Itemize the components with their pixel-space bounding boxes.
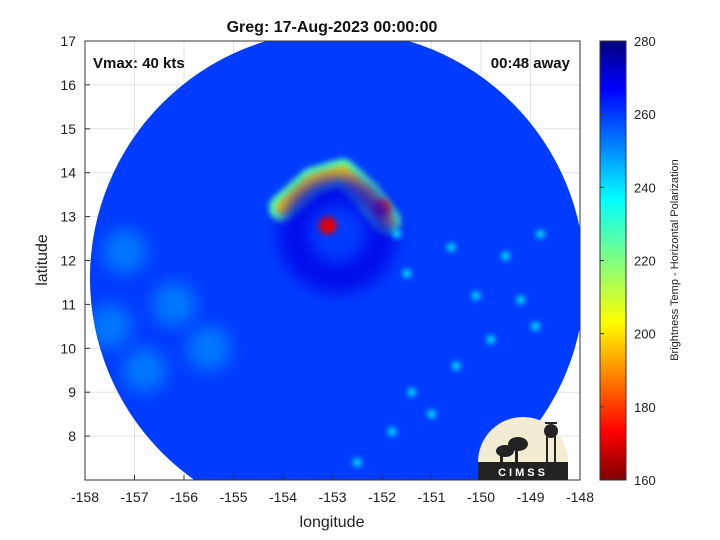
convective-cell — [452, 361, 461, 370]
convective-cell — [516, 296, 525, 305]
colorbar — [600, 41, 626, 480]
x-tick-label: -158 — [71, 489, 99, 505]
y-tick-label: 13 — [60, 209, 76, 225]
x-tick-label: -157 — [120, 489, 148, 505]
x-tick-label: -148 — [566, 489, 594, 505]
x-tick-label: -154 — [269, 489, 297, 505]
convective-cell — [501, 252, 510, 261]
x-tick-label: -155 — [219, 489, 247, 505]
y-tick-label: 16 — [60, 77, 76, 93]
colorbar-tick-label: 260 — [634, 107, 656, 122]
x-axis-label: longitude — [300, 514, 365, 531]
cimss-logo: CIMSS — [478, 417, 568, 480]
cool-band-patch — [186, 326, 231, 371]
y-axis: 8 9 10 11 12 13 14 15 16 17 — [60, 33, 90, 444]
y-tick-label: 17 — [60, 33, 76, 49]
cool-band-patch — [122, 348, 167, 393]
time-away-annotation: 00:48 away — [491, 55, 571, 72]
convective-cell — [531, 322, 540, 331]
chart-title: Greg: 17-Aug-2023 00:00:00 — [227, 19, 438, 36]
convective-cell — [353, 458, 362, 467]
convective-cell — [387, 427, 396, 436]
convective-cell — [472, 291, 481, 300]
vmax-annotation: Vmax: 40 kts — [93, 55, 185, 72]
y-tick-label: 8 — [68, 428, 76, 444]
x-axis: -158 -157 -156 -155 -154 -153 -152 -151 -150 -149… — [71, 475, 594, 505]
cool-band-patch — [152, 282, 197, 327]
x-tick-label: -152 — [368, 489, 396, 505]
colorbar-tick-label: 240 — [634, 180, 656, 195]
x-tick-label: -150 — [467, 489, 495, 505]
colorbar-tick-label: 280 — [634, 34, 656, 49]
convective-cell — [447, 243, 456, 252]
colorbar-ticks: 160 180 200 220 240 260 280 — [600, 34, 656, 488]
y-tick-label: 9 — [68, 384, 76, 400]
y-tick-label: 15 — [60, 121, 76, 137]
colorbar-tick-label: 220 — [634, 254, 656, 269]
logo-text: CIMSS — [498, 467, 548, 479]
cool-band-patch — [102, 229, 147, 274]
colorbar-label: Brightness Temp - Horizontal Polarizatio… — [669, 159, 681, 361]
x-tick-label: -153 — [318, 489, 346, 505]
y-tick-label: 10 — [60, 340, 76, 356]
y-tick-label: 12 — [60, 253, 76, 269]
convective-cell — [407, 388, 416, 397]
colorbar-tick-label: 160 — [634, 473, 656, 488]
y-tick-label: 11 — [61, 296, 76, 312]
y-axis-label: latitude — [34, 234, 51, 286]
cool-band-patch — [89, 304, 132, 349]
colorbar-tick-label: 180 — [634, 400, 656, 415]
y-tick-label: 14 — [60, 165, 76, 181]
warm-ring — [278, 175, 397, 294]
convective-cell — [427, 410, 436, 419]
x-tick-label: -151 — [417, 489, 445, 505]
convective-cell — [486, 335, 495, 344]
convective-cell — [402, 269, 411, 278]
cold-core — [318, 216, 337, 235]
swath-background — [89, 41, 580, 480]
colorbar-tick-label: 200 — [634, 327, 656, 342]
brightness-temp-swath — [89, 41, 580, 480]
x-tick-label: -156 — [170, 489, 198, 505]
convective-cell — [392, 230, 401, 239]
convective-cell — [536, 230, 545, 239]
x-tick-label: -149 — [516, 489, 544, 505]
